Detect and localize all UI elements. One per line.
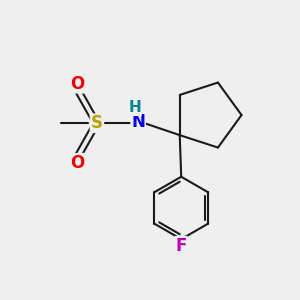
Text: O: O	[70, 154, 84, 172]
Text: N: N	[131, 113, 145, 131]
Text: O: O	[70, 75, 84, 93]
Text: S: S	[91, 114, 103, 132]
Text: H: H	[128, 100, 141, 115]
Text: F: F	[176, 237, 187, 255]
